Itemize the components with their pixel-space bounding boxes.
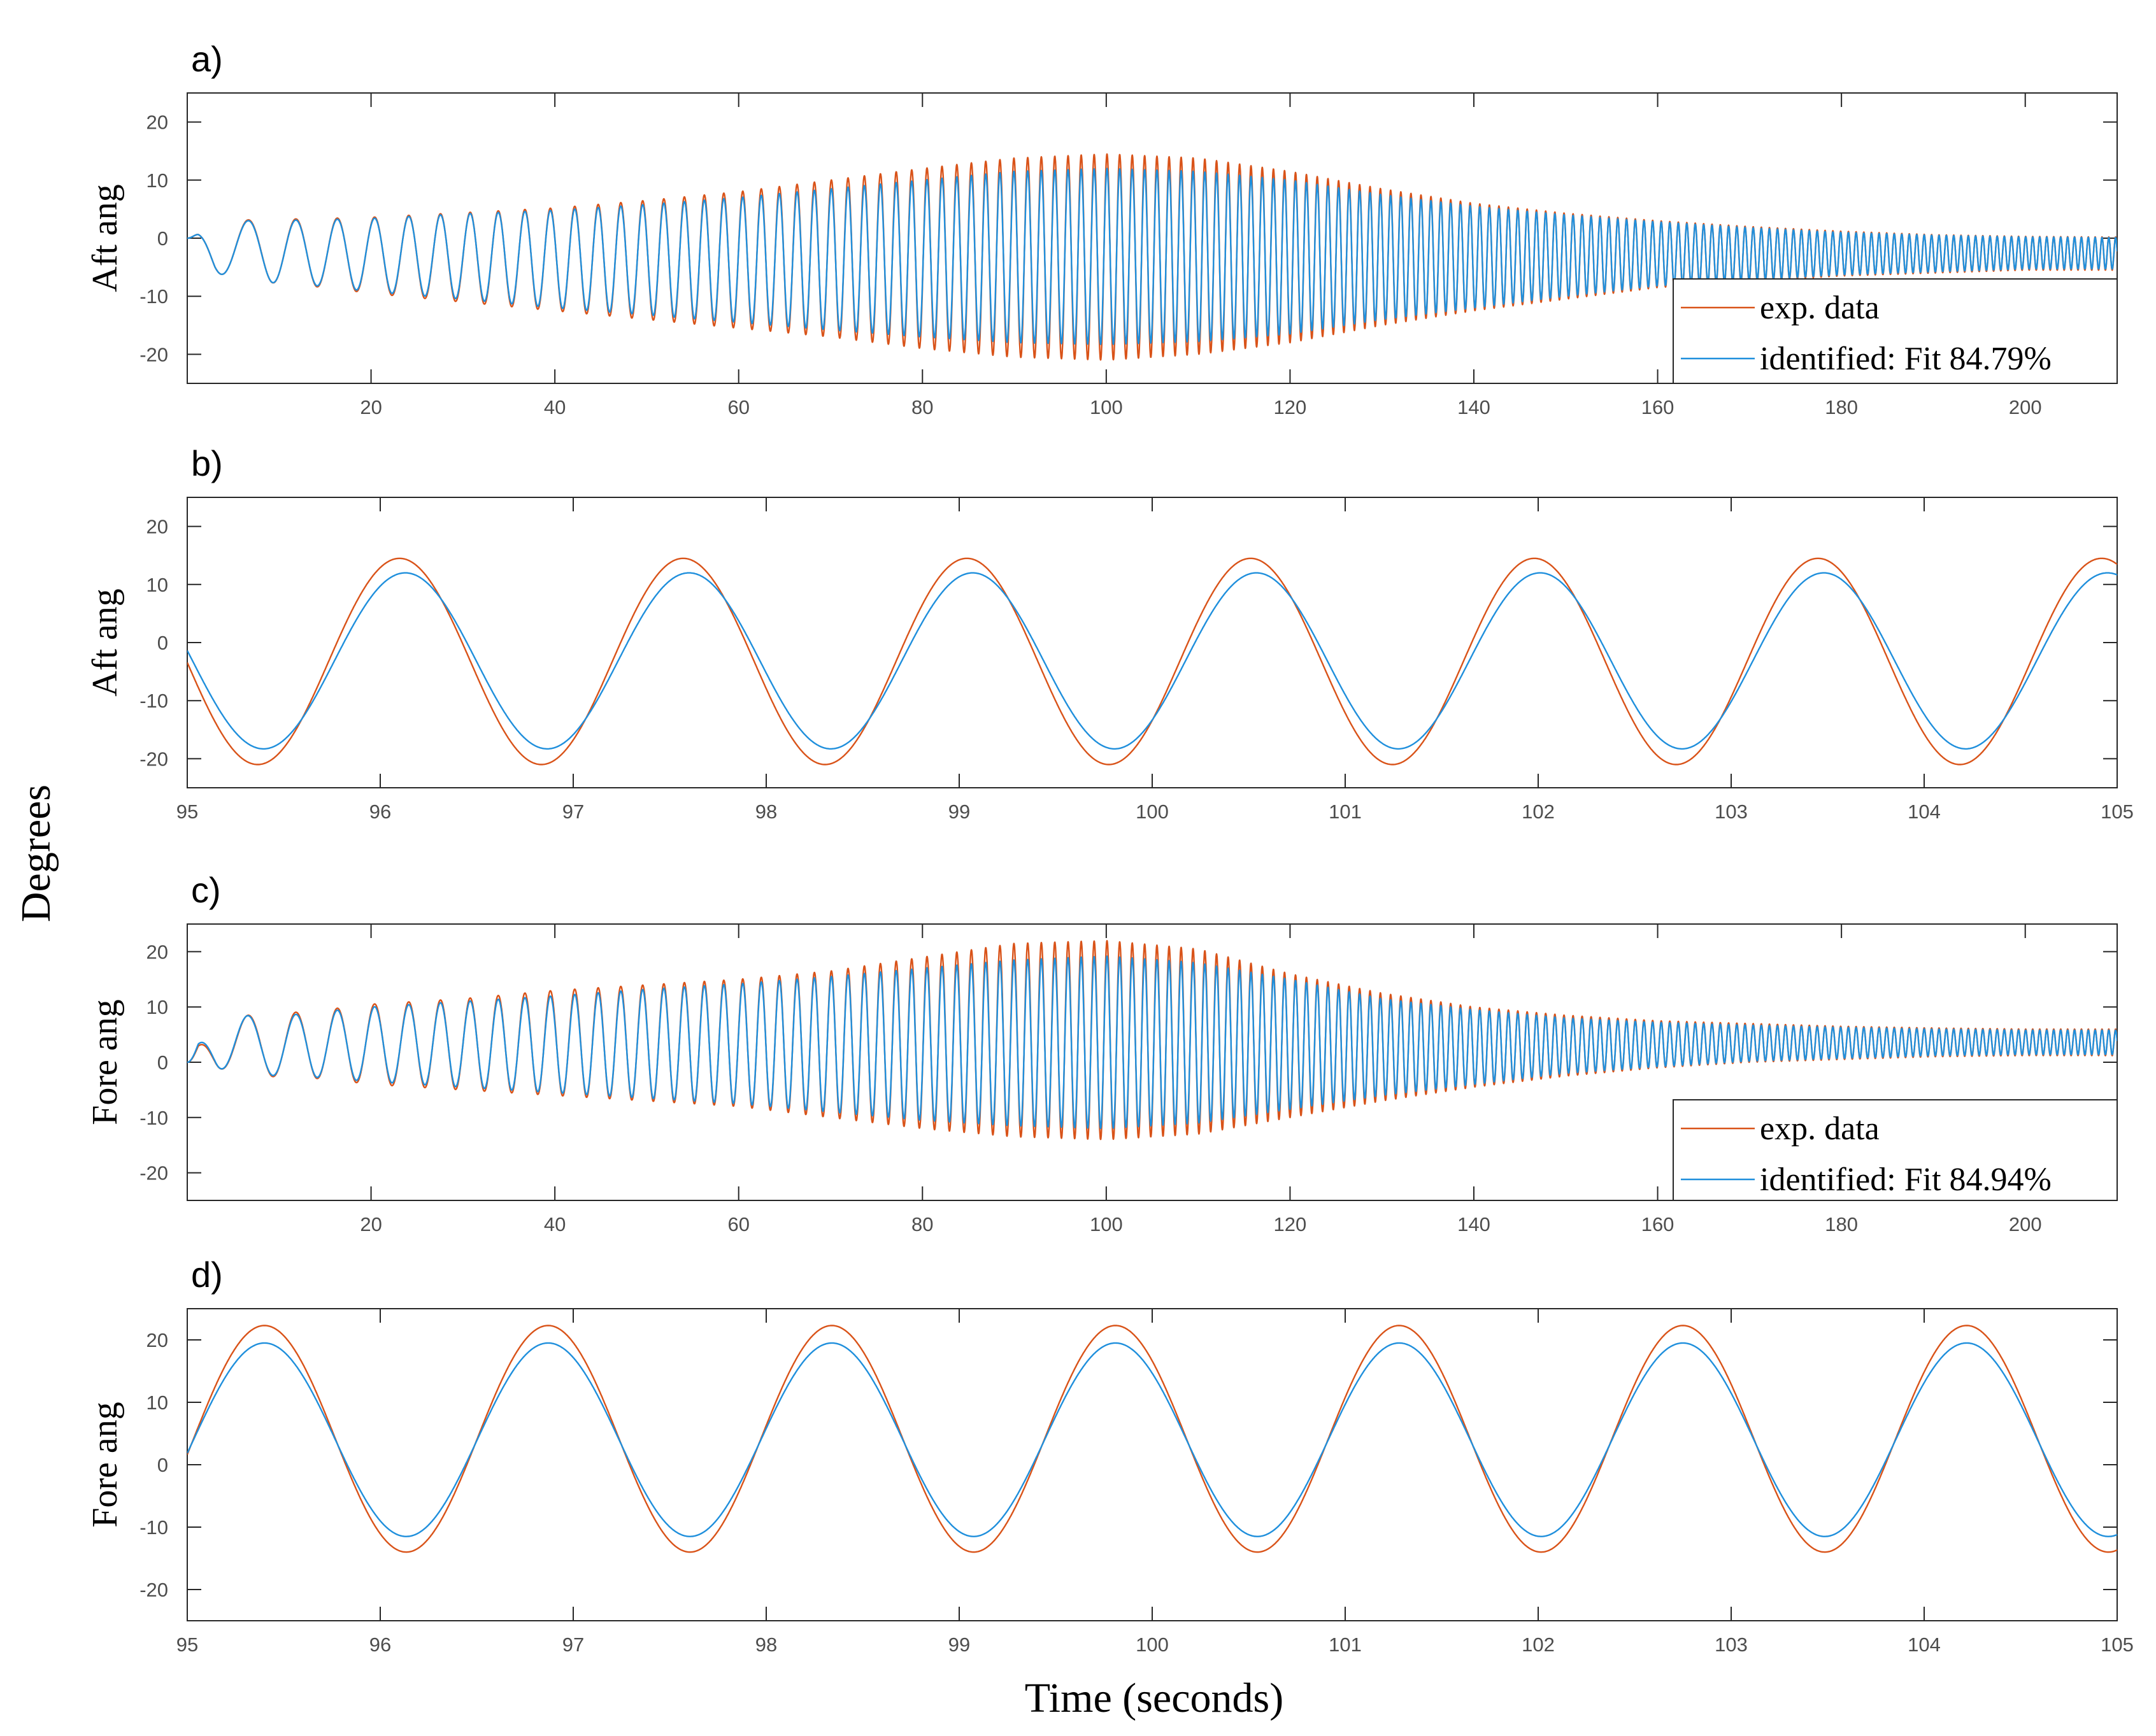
panel-label-d: d) — [191, 1255, 223, 1295]
y-tick-label: 0 — [157, 1051, 168, 1074]
y-axis-label-b: Aft ang — [85, 588, 125, 697]
series-line-identified-b — [187, 572, 2117, 750]
x-tick-label: 96 — [369, 1633, 391, 1656]
x-tick-label: 104 — [1908, 1633, 1941, 1656]
y-axis-label-a: Aft ang — [85, 184, 125, 292]
x-tick-label: 200 — [2009, 396, 2042, 418]
plot-area-d — [187, 1308, 2118, 1621]
x-tick-label: 180 — [1825, 1213, 1858, 1235]
series-line-exp-data-d — [187, 1325, 2117, 1553]
x-tick-label: 101 — [1329, 800, 1362, 823]
x-tick-label: 95 — [176, 1633, 198, 1656]
x-tick-label: 20 — [360, 396, 382, 418]
panel-label-b: b) — [191, 443, 223, 483]
x-tick-label: 101 — [1329, 1633, 1362, 1656]
x-tick-label: 97 — [562, 1633, 584, 1656]
y-tick-label: 10 — [146, 169, 168, 192]
x-tick-label: 98 — [755, 800, 777, 823]
x-tick-label: 102 — [1522, 1633, 1555, 1656]
x-tick-label: 20 — [360, 1213, 382, 1235]
legend-box-c — [1673, 1099, 2118, 1201]
x-tick-label: 140 — [1457, 1213, 1490, 1235]
x-tick-label: 105 — [2101, 1633, 2134, 1656]
x-tick-label: 95 — [176, 800, 198, 823]
y-tick-label: -20 — [139, 1162, 168, 1185]
x-tick-label: 104 — [1908, 800, 1941, 823]
x-tick-label: 160 — [1641, 396, 1674, 418]
y-tick-label: 0 — [157, 227, 168, 250]
y-tick-label: -20 — [139, 1579, 168, 1601]
x-tick-label: 40 — [544, 1213, 566, 1235]
x-tick-label: 100 — [1136, 800, 1169, 823]
x-tick-label: 140 — [1457, 396, 1490, 418]
x-tick-label: 40 — [544, 396, 566, 418]
y-tick-label: 20 — [146, 516, 168, 538]
panel-b: b) Aft ang -20 -10 0 10 20 95 96 97 98 99 100 101 102 1… — [85, 443, 2134, 823]
series-line-identified-d — [187, 1342, 2117, 1537]
y-tick-label: 20 — [146, 1329, 168, 1351]
x-tick-label: 120 — [1274, 1213, 1307, 1235]
y-tick-label: 20 — [146, 111, 168, 134]
x-tick-label: 200 — [2009, 1213, 2042, 1235]
x-tick-label: 102 — [1522, 800, 1555, 823]
legend-c: exp. data identified: Fit 84.94% — [1673, 1099, 2118, 1201]
legend-a: exp. data identified: Fit 84.79% — [1673, 278, 2118, 384]
y-tick-label: 10 — [146, 1391, 168, 1414]
legend-label-identified: identified: Fit 84.94% — [1760, 1162, 2052, 1198]
panel-d: d) Fore ang -20 -10 0 10 20 95 96 97 98 99 100 101 102… — [85, 1255, 2134, 1656]
panel-c: c) Fore ang -20 -10 0 10 20 20 40 60 80 100 120 140 16… — [85, 870, 2118, 1235]
panel-label-c: c) — [191, 870, 221, 910]
x-tick-label: 180 — [1825, 396, 1858, 418]
x-tick-label: 98 — [755, 1633, 777, 1656]
x-tick-label: 103 — [1715, 800, 1748, 823]
x-tick-label: 160 — [1641, 1213, 1674, 1235]
x-tick-label: 80 — [911, 396, 933, 418]
y-tick-label: -10 — [139, 1516, 168, 1539]
x-tick-label: 100 — [1090, 396, 1123, 418]
shared-y-axis-label: Degrees — [13, 785, 59, 922]
y-tick-label: 20 — [146, 941, 168, 963]
y-tick-label: 0 — [157, 1454, 168, 1476]
x-tick-label: 96 — [369, 800, 391, 823]
x-tick-label: 100 — [1136, 1633, 1169, 1656]
y-tick-label: -10 — [139, 1107, 168, 1129]
y-tick-label: 10 — [146, 574, 168, 596]
x-tick-label: 105 — [2101, 800, 2134, 823]
legend-label-exp-data: exp. data — [1760, 290, 1880, 326]
panel-a: a) Aft ang -20 -10 0 10 20 20 40 60 80 100 120 140 160… — [85, 39, 2118, 418]
y-axis-label-d: Fore ang — [85, 1402, 125, 1528]
y-axis-label-c: Fore ang — [85, 999, 125, 1125]
panel-label-a: a) — [191, 39, 223, 79]
y-tick-label: 10 — [146, 996, 168, 1018]
x-tick-label: 120 — [1274, 396, 1307, 418]
y-tick-label: -20 — [139, 748, 168, 770]
x-tick-label: 99 — [948, 1633, 970, 1656]
x-tick-label: 60 — [727, 396, 749, 418]
plot-area-b — [187, 497, 2118, 788]
y-tick-label: -10 — [139, 690, 168, 712]
series-line-identified-a — [187, 167, 2117, 345]
x-tick-label: 60 — [727, 1213, 749, 1235]
x-tick-label: 100 — [1090, 1213, 1123, 1235]
y-tick-label: -20 — [139, 343, 168, 366]
y-tick-label: 0 — [157, 632, 168, 654]
legend-label-identified: identified: Fit 84.79% — [1760, 341, 2052, 377]
x-tick-label: 99 — [948, 800, 970, 823]
series-line-identified-c — [187, 955, 2117, 1130]
y-tick-label: -10 — [139, 285, 168, 308]
legend-box-a — [1673, 278, 2118, 384]
legend-label-exp-data: exp. data — [1760, 1111, 1880, 1147]
x-tick-label: 80 — [911, 1213, 933, 1235]
x-tick-label: 97 — [562, 800, 584, 823]
shared-x-axis-label: Time (seconds) — [1025, 1675, 1283, 1721]
x-tick-label: 103 — [1715, 1633, 1748, 1656]
